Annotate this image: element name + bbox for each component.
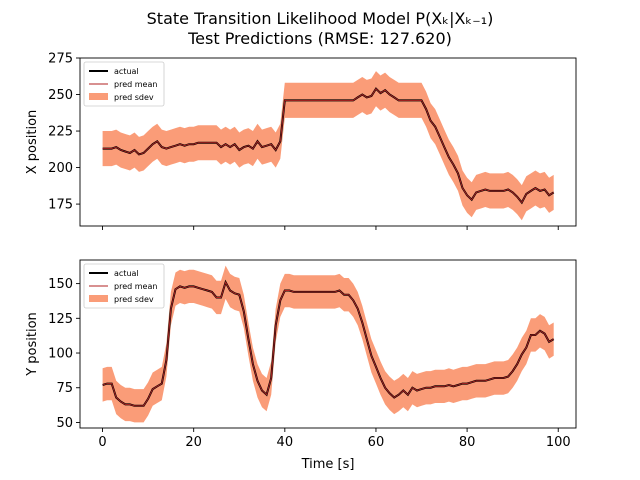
x-tick-label: 100 xyxy=(546,435,571,450)
axes-frame xyxy=(79,259,577,429)
legend-entry-label: actual xyxy=(114,269,139,278)
x-tick-label: 20 xyxy=(185,435,202,450)
x-tick-label: 0 xyxy=(98,435,106,450)
y-position-panel: 0 20 40 60 80 100 50 75 100 125 150 Y position Time … xyxy=(25,259,577,472)
x-position-panel: 175 200 225 250 275 X position actual pred mean… xyxy=(25,52,577,230)
y-tick-label: 125 xyxy=(48,312,73,327)
y-tick-label: 150 xyxy=(48,277,73,292)
y-axis-label: X position xyxy=(25,110,40,175)
y-tick-label: 175 xyxy=(48,198,73,213)
y-tick-label: 75 xyxy=(56,381,73,396)
x-axis-label: Time [s] xyxy=(301,457,355,472)
y-tick-label: 250 xyxy=(48,88,73,103)
x-tick-label: 60 xyxy=(368,435,385,450)
x-tick-label: 80 xyxy=(459,435,476,450)
y-tick-label: 50 xyxy=(56,416,73,431)
y-tick-label: 275 xyxy=(48,52,73,67)
y-tick-label: 225 xyxy=(48,125,73,140)
pred-sdev-band xyxy=(102,71,554,221)
legend-pred-sdev-swatch xyxy=(89,93,108,100)
legend-entry-label: actual xyxy=(114,67,139,76)
y-axis-label: Y position xyxy=(25,312,40,377)
pred-mean-series-line xyxy=(102,281,554,407)
pred-sdev-band xyxy=(102,265,554,423)
axes-frame xyxy=(79,57,577,227)
legend: actual pred mean pred sdev xyxy=(83,263,165,309)
legend: actual pred mean pred sdev xyxy=(83,61,165,107)
y-tick-label: 100 xyxy=(48,347,73,362)
legend-entry-label: pred sdev xyxy=(114,93,154,102)
figure-title-line2: Test Predictions (RMSE: 127.620) xyxy=(187,29,452,48)
legend-entry-label: pred mean xyxy=(114,282,157,291)
figure-title-line1: State Transition Likelihood Model P(Xₖ|X… xyxy=(147,9,494,28)
legend-entry-label: pred mean xyxy=(114,80,157,89)
pred-mean-series-line xyxy=(102,87,554,204)
legend-entry-label: pred sdev xyxy=(114,295,154,304)
y-tick-label: 200 xyxy=(48,161,73,176)
legend-pred-sdev-swatch xyxy=(89,295,108,302)
x-tick-label: 40 xyxy=(277,435,294,450)
